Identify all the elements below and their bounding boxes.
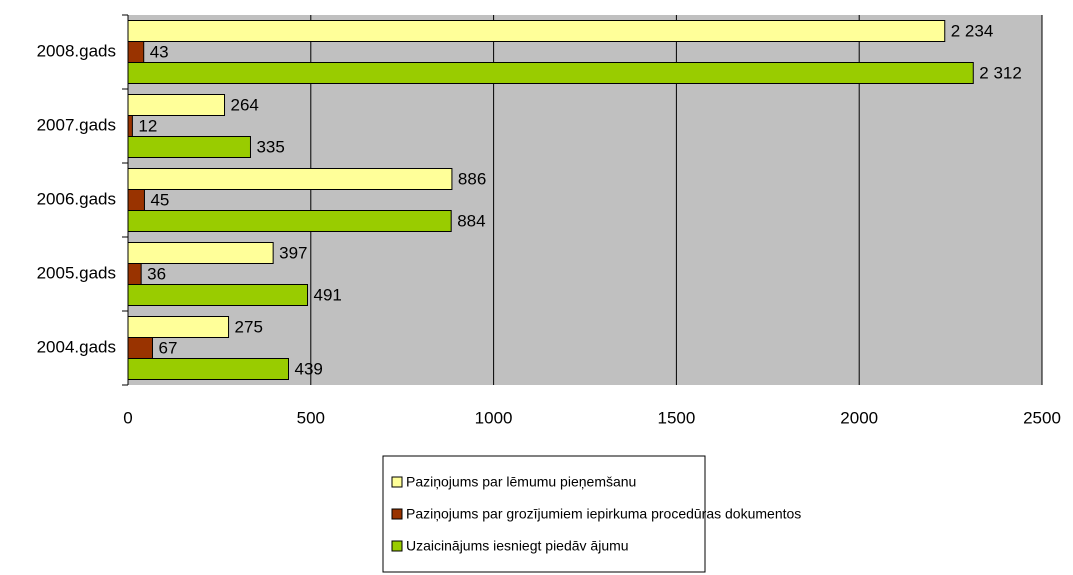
x-tick-label: 2500: [1023, 408, 1061, 427]
x-tick-label: 2000: [840, 408, 878, 427]
value-label: 491: [314, 285, 342, 304]
legend-label: Paziņojums par lēmumu pieņemšanu: [406, 474, 636, 490]
bar: [127, 168, 453, 190]
bar: [127, 358, 289, 380]
value-label: 275: [235, 317, 263, 336]
bar: [127, 41, 145, 63]
bar: [127, 62, 974, 84]
bar: [127, 20, 946, 42]
bar: [127, 263, 142, 285]
x-tick-label: 500: [297, 408, 325, 427]
value-label: 264: [231, 95, 259, 114]
value-label: 45: [150, 190, 169, 209]
y-tick-label: 2007.gads: [37, 115, 116, 134]
value-label: 36: [147, 264, 166, 283]
legend-swatch: [391, 476, 403, 488]
y-tick-label: 2006.gads: [37, 189, 116, 208]
bar: [127, 210, 452, 232]
bar: [127, 189, 145, 211]
legend-label: Paziņojums par grozījumiem iepirkuma pro…: [406, 506, 801, 522]
legend: [382, 455, 706, 573]
value-label: 67: [158, 338, 177, 357]
y-tick-label: 2005.gads: [37, 263, 116, 282]
bar: [127, 337, 153, 359]
bar: [127, 242, 274, 264]
value-label: 12: [138, 116, 157, 135]
value-label: 439: [294, 359, 322, 378]
x-tick-label: 1500: [657, 408, 695, 427]
bar: [127, 94, 226, 116]
bar: [127, 115, 133, 137]
legend-label: Uzaicinājums iesniegt piedāv ājumu: [406, 538, 629, 554]
x-tick-label: 0: [123, 408, 132, 427]
value-label: 335: [256, 137, 284, 156]
value-label: 884: [457, 211, 485, 230]
bar: [127, 284, 309, 306]
bar: [127, 136, 251, 158]
value-label: 886: [458, 169, 486, 188]
value-label: 43: [150, 42, 169, 61]
value-label: 397: [279, 243, 307, 262]
bar: [127, 316, 230, 338]
legend-swatch: [391, 540, 403, 552]
value-label: 2 312: [979, 63, 1022, 82]
x-tick-label: 1000: [475, 408, 513, 427]
value-label: 2 234: [951, 21, 994, 40]
y-tick-label: 2004.gads: [37, 337, 116, 356]
legend-swatch: [391, 508, 403, 520]
y-tick-label: 2008.gads: [37, 41, 116, 60]
